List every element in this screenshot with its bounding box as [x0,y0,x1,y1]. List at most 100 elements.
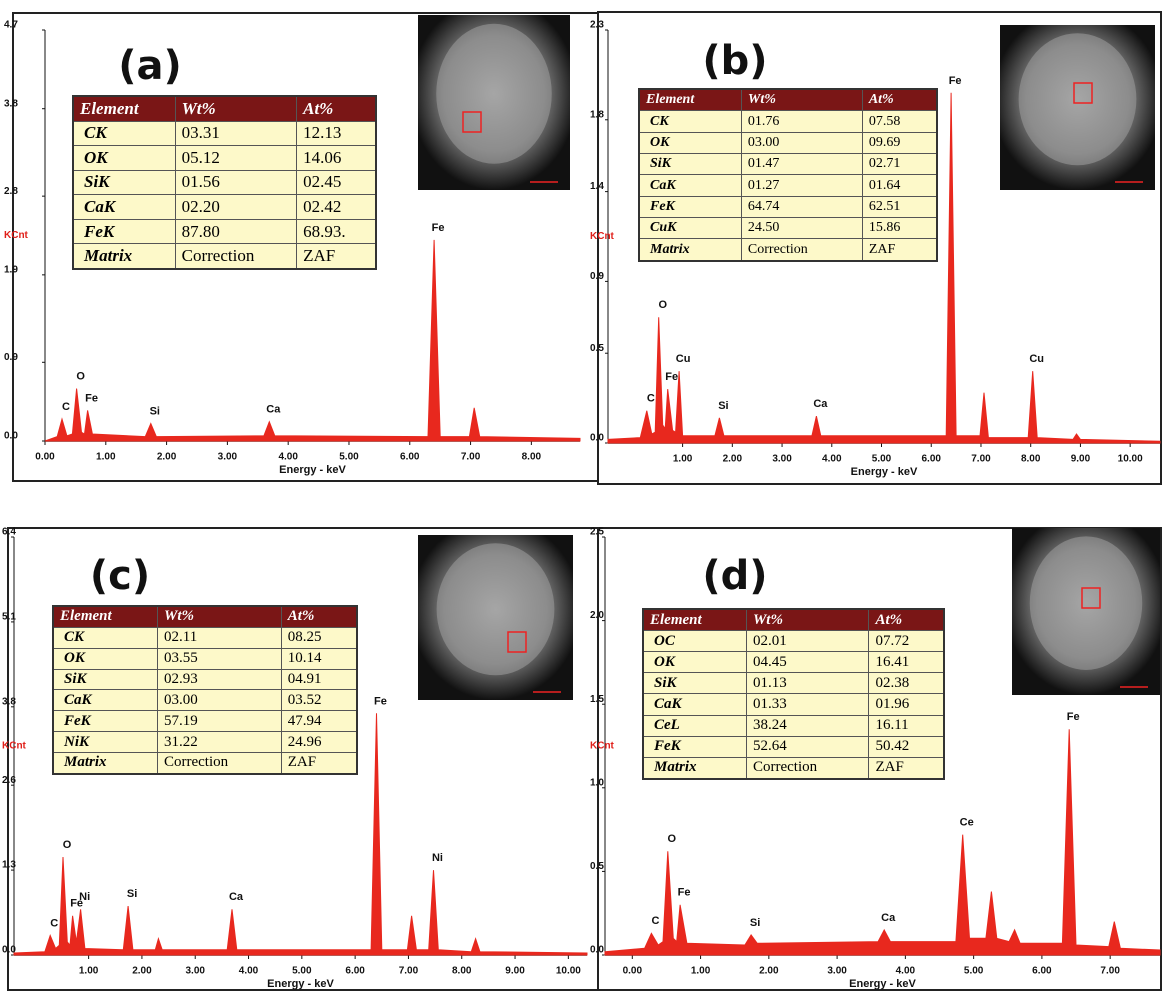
table-row: CaK 01.27 01.64 [638,174,938,197]
table-cell: 07.58 [861,110,938,133]
table-cell: ZAF [280,751,358,775]
table-row: OK 04.45 16.41 [642,651,945,674]
table-row: CaK 01.33 01.96 [642,693,945,716]
table-cell: CaK [52,689,158,712]
peak-label: O [668,833,677,845]
table-row: FeK 87.80 68.93. [72,218,377,245]
table-cell: SiK [72,169,176,196]
panel-label: (c) [90,553,150,599]
table-row: CeL 38.24 16.11 [642,714,945,737]
y-axis-label: KCnt [590,231,615,242]
panel-frame [597,11,1162,485]
table-row: CK 03.31 12.13 [72,120,377,147]
x-tick-label: 1.00 [96,452,116,463]
x-tick-label: 5.00 [872,454,892,465]
table-cell: 15.86 [861,217,938,240]
table-cell: 09.69 [861,131,938,155]
y-tick-label: 1.4 [590,181,604,192]
y-tick-label: 1.8 [590,109,604,120]
peak-label: Si [718,400,728,412]
table-cell: 02.20 [174,194,298,220]
table-row: NiK 31.22 24.96 [52,731,358,753]
x-tick-label: 0.00 [35,452,55,463]
table-cell: 03.55 [157,647,282,670]
y-tick-label: 2.0 [590,610,604,621]
x-tick-label: 0.00 [623,966,643,977]
table-row: SiK 01.13 02.38 [642,672,945,695]
y-tick-label: 4.7 [4,20,18,31]
y-tick-label: 2.5 [590,527,604,538]
table-cell: NiK [52,731,158,753]
peak-label: Ca [229,891,244,903]
x-axis-label: Energy - keV [267,978,334,990]
table-row: Matrix Correction ZAF [638,238,938,262]
peak-label: Fe [374,695,387,707]
table-cell: CeL [642,714,747,737]
peak-label: Cu [1029,353,1044,365]
panel-frame [597,527,1162,991]
table-row: CaK 02.20 02.42 [72,194,377,220]
column-header: At% [296,95,377,122]
table-header: Element Wt% At% [52,605,358,628]
table-header: Element Wt% At% [72,95,377,122]
column-header: Element [642,608,747,632]
x-tick-label: 6.00 [400,452,420,463]
sem-particle [1029,536,1143,670]
x-tick-label: 5.00 [964,966,984,977]
peak-label: Si [150,405,160,417]
table-row: FeK 64.74 62.51 [638,195,938,219]
x-tick-label: 4.00 [278,452,298,463]
spectrum [607,92,1161,444]
x-tick-label: 7.00 [971,454,991,465]
x-tick-label: 7.00 [399,966,419,977]
table-row: OK 03.55 10.14 [52,647,358,670]
peak-label: Fe [70,898,83,910]
table-cell: 04.45 [745,651,870,674]
table-cell: Correction [174,243,298,270]
table-row: CuK 24.50 15.86 [638,217,938,240]
table-row: FeK 52.64 50.42 [642,735,945,758]
y-tick-label: 1.5 [590,694,604,705]
element-table: Element Wt% At% OC 02.01 07.72 OK 04.45 16.41 SiK… [642,608,945,780]
x-tick-label: 3.00 [827,966,847,977]
table-cell: 01.64 [861,174,938,197]
table-cell: CaK [638,174,742,197]
table-cell: 05.12 [174,145,298,171]
x-tick-label: 6.00 [1032,966,1052,977]
table-cell: 52.64 [745,735,870,758]
table-cell: 24.50 [740,217,863,240]
peak-label: C [651,915,659,927]
table-cell: FeK [72,218,176,245]
x-tick-label: 8.00 [1021,454,1041,465]
table-cell: 01.27 [740,174,863,197]
x-tick-label: 3.00 [218,452,238,463]
table-cell: Matrix [642,756,747,780]
x-tick-label: 2.00 [723,454,743,465]
table-cell: 10.14 [280,647,358,670]
peak-label: Si [750,917,760,929]
peak-label: Fe [1067,711,1080,723]
table-cell: 02.01 [745,630,870,653]
table-cell: 01.56 [174,169,298,196]
table-cell: 03.00 [740,131,863,155]
table-cell: 03.52 [280,689,358,712]
x-axis-label: Energy - keV [279,464,346,476]
y-tick-label: 0.0 [2,945,16,956]
column-header: At% [280,605,358,628]
y-axis-label: KCnt [4,230,29,241]
table-cell: 68.93. [296,218,377,245]
table-row: Matrix Correction ZAF [642,756,945,780]
x-tick-label: 1.00 [79,966,99,977]
x-tick-label: 5.00 [339,452,359,463]
table-cell: 03.31 [174,120,298,147]
table-row: OK 03.00 09.69 [638,131,938,155]
table-cell: 01.96 [868,693,945,716]
table-cell: 12.13 [296,120,377,147]
y-tick-label: 2.8 [4,186,18,197]
table-cell: 02.45 [296,169,377,196]
y-tick-label: 3.8 [4,98,18,109]
table-cell: 01.47 [740,153,863,176]
sem-region [1073,82,1093,104]
peak-label: Ni [79,891,90,903]
table-cell: 16.41 [868,651,945,674]
